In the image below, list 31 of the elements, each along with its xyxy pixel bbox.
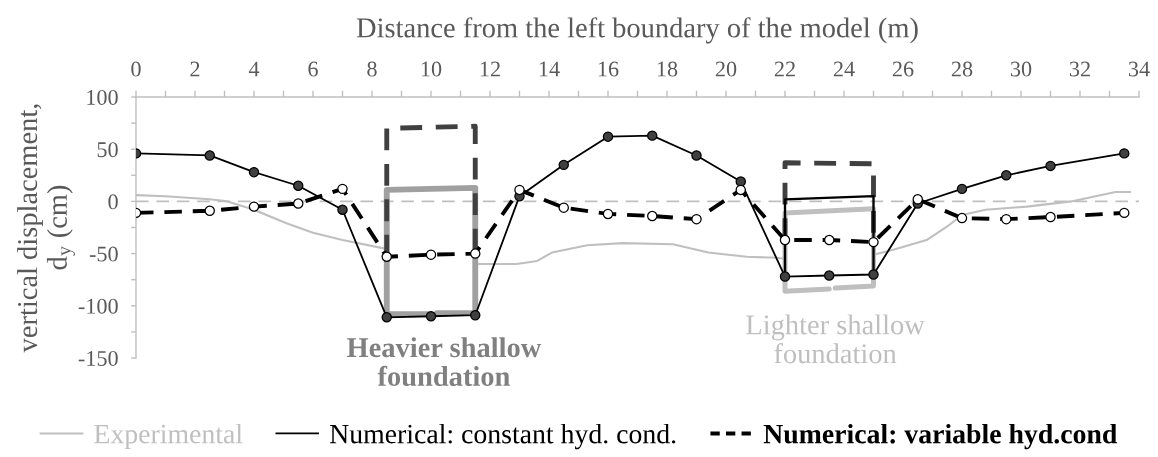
x-axis-title: Distance from the left boundary of the model (m) bbox=[356, 17, 918, 44]
legend-label: Numerical: variable hyd.cond bbox=[763, 423, 1118, 450]
x-tick-label: 32 bbox=[1069, 61, 1090, 77]
x-tick-label: 8 bbox=[367, 61, 377, 77]
legend-label: Numerical: constant hyd. cond. bbox=[329, 423, 676, 450]
x-tick-label: 0 bbox=[131, 61, 141, 77]
x-tick-label: 34 bbox=[1128, 61, 1150, 77]
x-tick-label: 28 bbox=[951, 61, 973, 77]
x-tick-label: 30 bbox=[1010, 61, 1032, 77]
x-tick-label: 26 bbox=[892, 61, 914, 77]
y-tick-label: -50 bbox=[89, 246, 118, 262]
x-tick-label: 2 bbox=[190, 61, 200, 77]
x-tick-label: 20 bbox=[715, 61, 737, 77]
y-tick-label: 50 bbox=[97, 142, 118, 158]
x-tick-label: 18 bbox=[657, 61, 678, 77]
y-tick-label: 0 bbox=[108, 194, 118, 210]
x-tick-label: 16 bbox=[598, 61, 619, 77]
y-tick-label: -150 bbox=[78, 350, 118, 366]
y-tick-label: 100 bbox=[87, 89, 118, 105]
annotation: Lighter shallow foundation bbox=[746, 314, 925, 364]
annotation: Heavier shallow foundation bbox=[346, 337, 542, 387]
x-tick-label: 24 bbox=[833, 61, 855, 77]
y-axis-title: vertical displacement, d$_{y}$ (cm) bbox=[17, 104, 75, 353]
legend-label: Experimental bbox=[94, 423, 243, 450]
x-tick-label: 10 bbox=[421, 61, 442, 77]
x-tick-label: 14 bbox=[539, 61, 560, 77]
x-tick-label: 6 bbox=[308, 61, 318, 77]
x-tick-label: 22 bbox=[774, 61, 795, 77]
x-tick-label: 4 bbox=[248, 61, 260, 77]
y-tick-label: -100 bbox=[78, 298, 118, 314]
x-tick-label: 12 bbox=[480, 61, 500, 77]
